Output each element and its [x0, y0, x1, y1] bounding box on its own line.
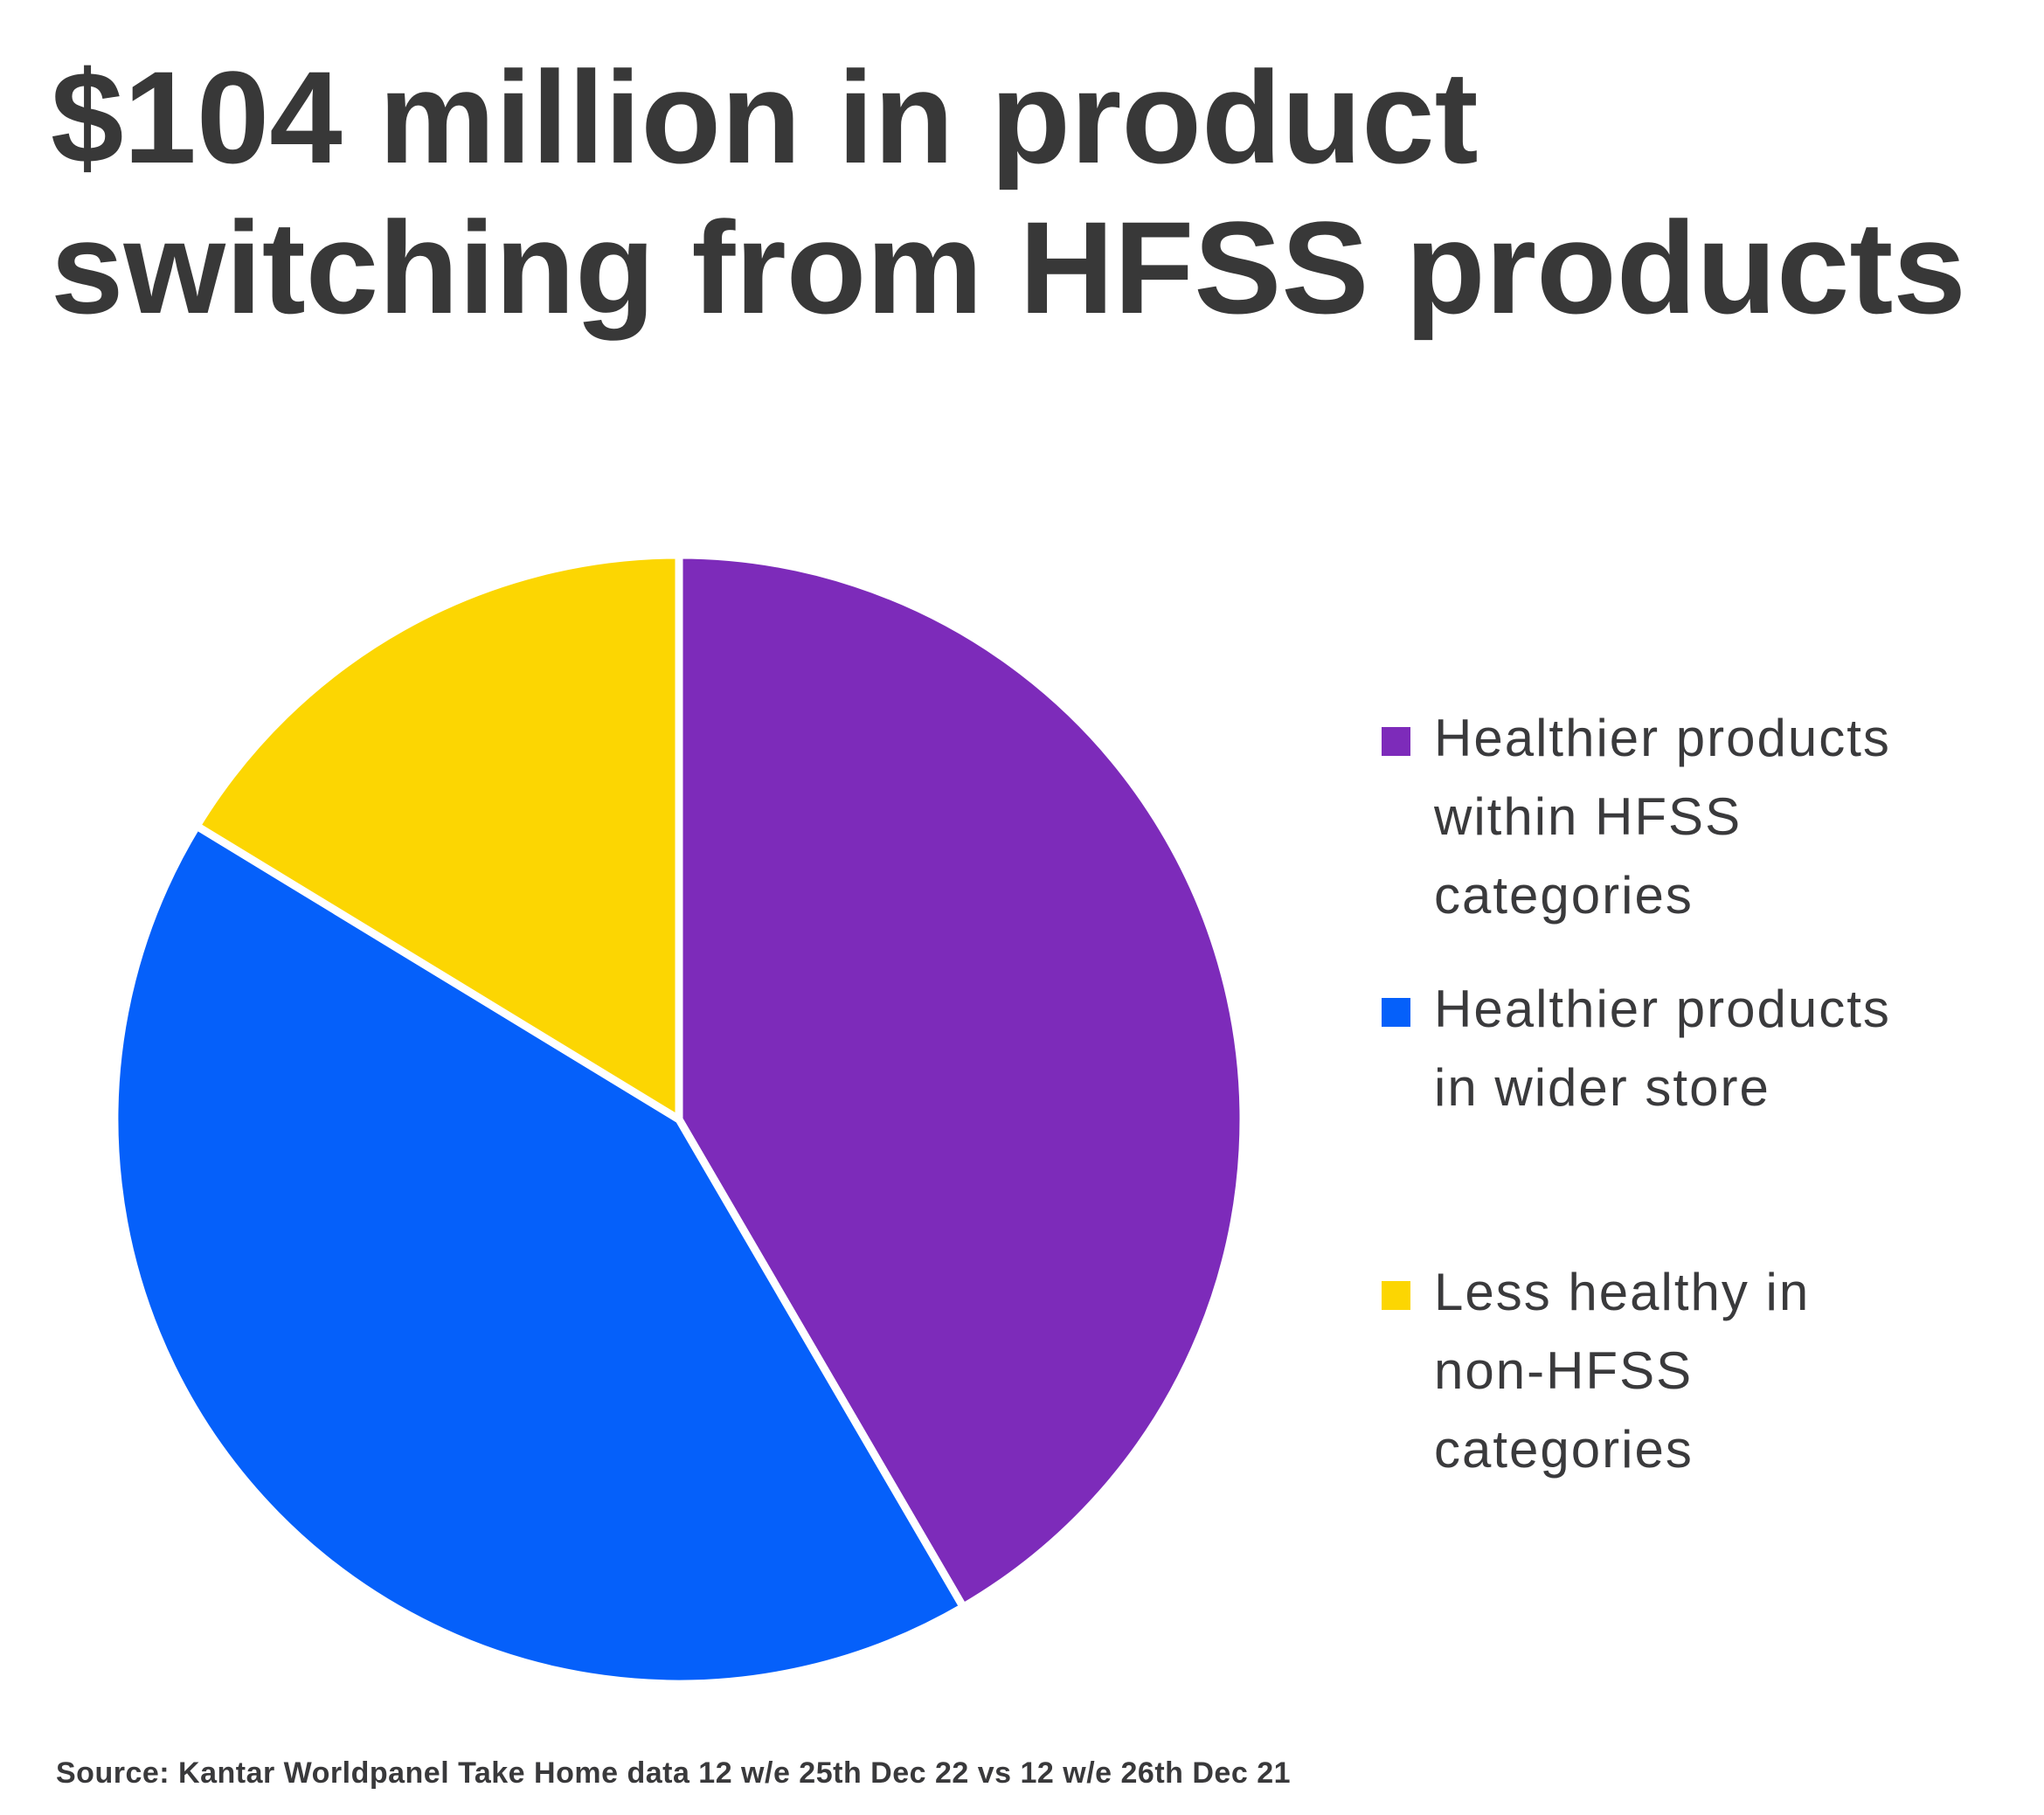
legend-item-healthier-within-hfss: Healthier products within HFSS categorie… — [1382, 699, 1891, 935]
pie-slice-healthier-within-hfss — [675, 551, 1248, 1611]
legend-label-healthier-within-hfss: Healthier products within HFSS categorie… — [1434, 709, 1891, 925]
legend-item-less-healthy-non-hfss: Less healthy in non-HFSS categories — [1382, 1253, 1810, 1489]
legend-swatch-purple — [1382, 727, 1410, 756]
legend-label-healthier-wider-store: Healthier products in wider store — [1434, 980, 1891, 1117]
legend-swatch-yellow — [1382, 1281, 1410, 1310]
pie-slice-healthier-wider-store — [110, 821, 967, 1688]
pie-chart — [110, 551, 1248, 1688]
legend-item-healthier-wider-store: Healthier products in wider store — [1382, 970, 1891, 1127]
source-note: Source: Kantar Worldpanel Take Home data… — [56, 1756, 1292, 1790]
pie-slice-less-healthy-non-hfss — [192, 551, 683, 1124]
legend-swatch-blue — [1382, 998, 1410, 1027]
legend-label-less-healthy-non-hfss: Less healthy in non-HFSS categories — [1434, 1263, 1811, 1479]
chart-title: $104 million in product switching from H… — [51, 44, 1966, 341]
